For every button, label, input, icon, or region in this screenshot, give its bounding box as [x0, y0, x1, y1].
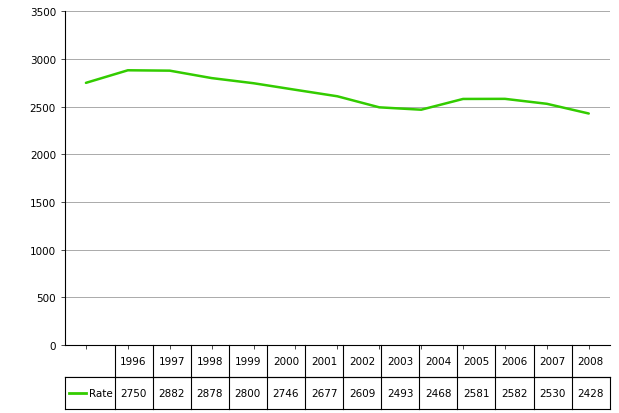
- Text: 2007: 2007: [539, 356, 566, 366]
- Text: 2800: 2800: [235, 388, 261, 398]
- Text: 2002: 2002: [349, 356, 375, 366]
- Text: 2008: 2008: [578, 356, 604, 366]
- Text: 2005: 2005: [463, 356, 490, 366]
- Text: 2006: 2006: [501, 356, 527, 366]
- Text: 2609: 2609: [349, 388, 375, 398]
- Text: 1996: 1996: [120, 356, 147, 366]
- Text: 2001: 2001: [311, 356, 337, 366]
- Text: 2493: 2493: [387, 388, 413, 398]
- Text: 2004: 2004: [425, 356, 451, 366]
- Text: 2581: 2581: [463, 388, 490, 398]
- Text: 1997: 1997: [158, 356, 185, 366]
- Text: 2750: 2750: [120, 388, 147, 398]
- Text: 2468: 2468: [425, 388, 451, 398]
- Text: 2530: 2530: [539, 388, 566, 398]
- Text: 1999: 1999: [235, 356, 261, 366]
- Text: 2428: 2428: [578, 388, 604, 398]
- Text: 2878: 2878: [196, 388, 223, 398]
- Text: Rate: Rate: [89, 388, 113, 398]
- Text: 2882: 2882: [158, 388, 185, 398]
- Text: 2000: 2000: [273, 356, 299, 366]
- Text: 2003: 2003: [387, 356, 413, 366]
- Text: 2677: 2677: [311, 388, 337, 398]
- Text: 2746: 2746: [273, 388, 299, 398]
- Text: 1998: 1998: [196, 356, 223, 366]
- Text: 2582: 2582: [501, 388, 528, 398]
